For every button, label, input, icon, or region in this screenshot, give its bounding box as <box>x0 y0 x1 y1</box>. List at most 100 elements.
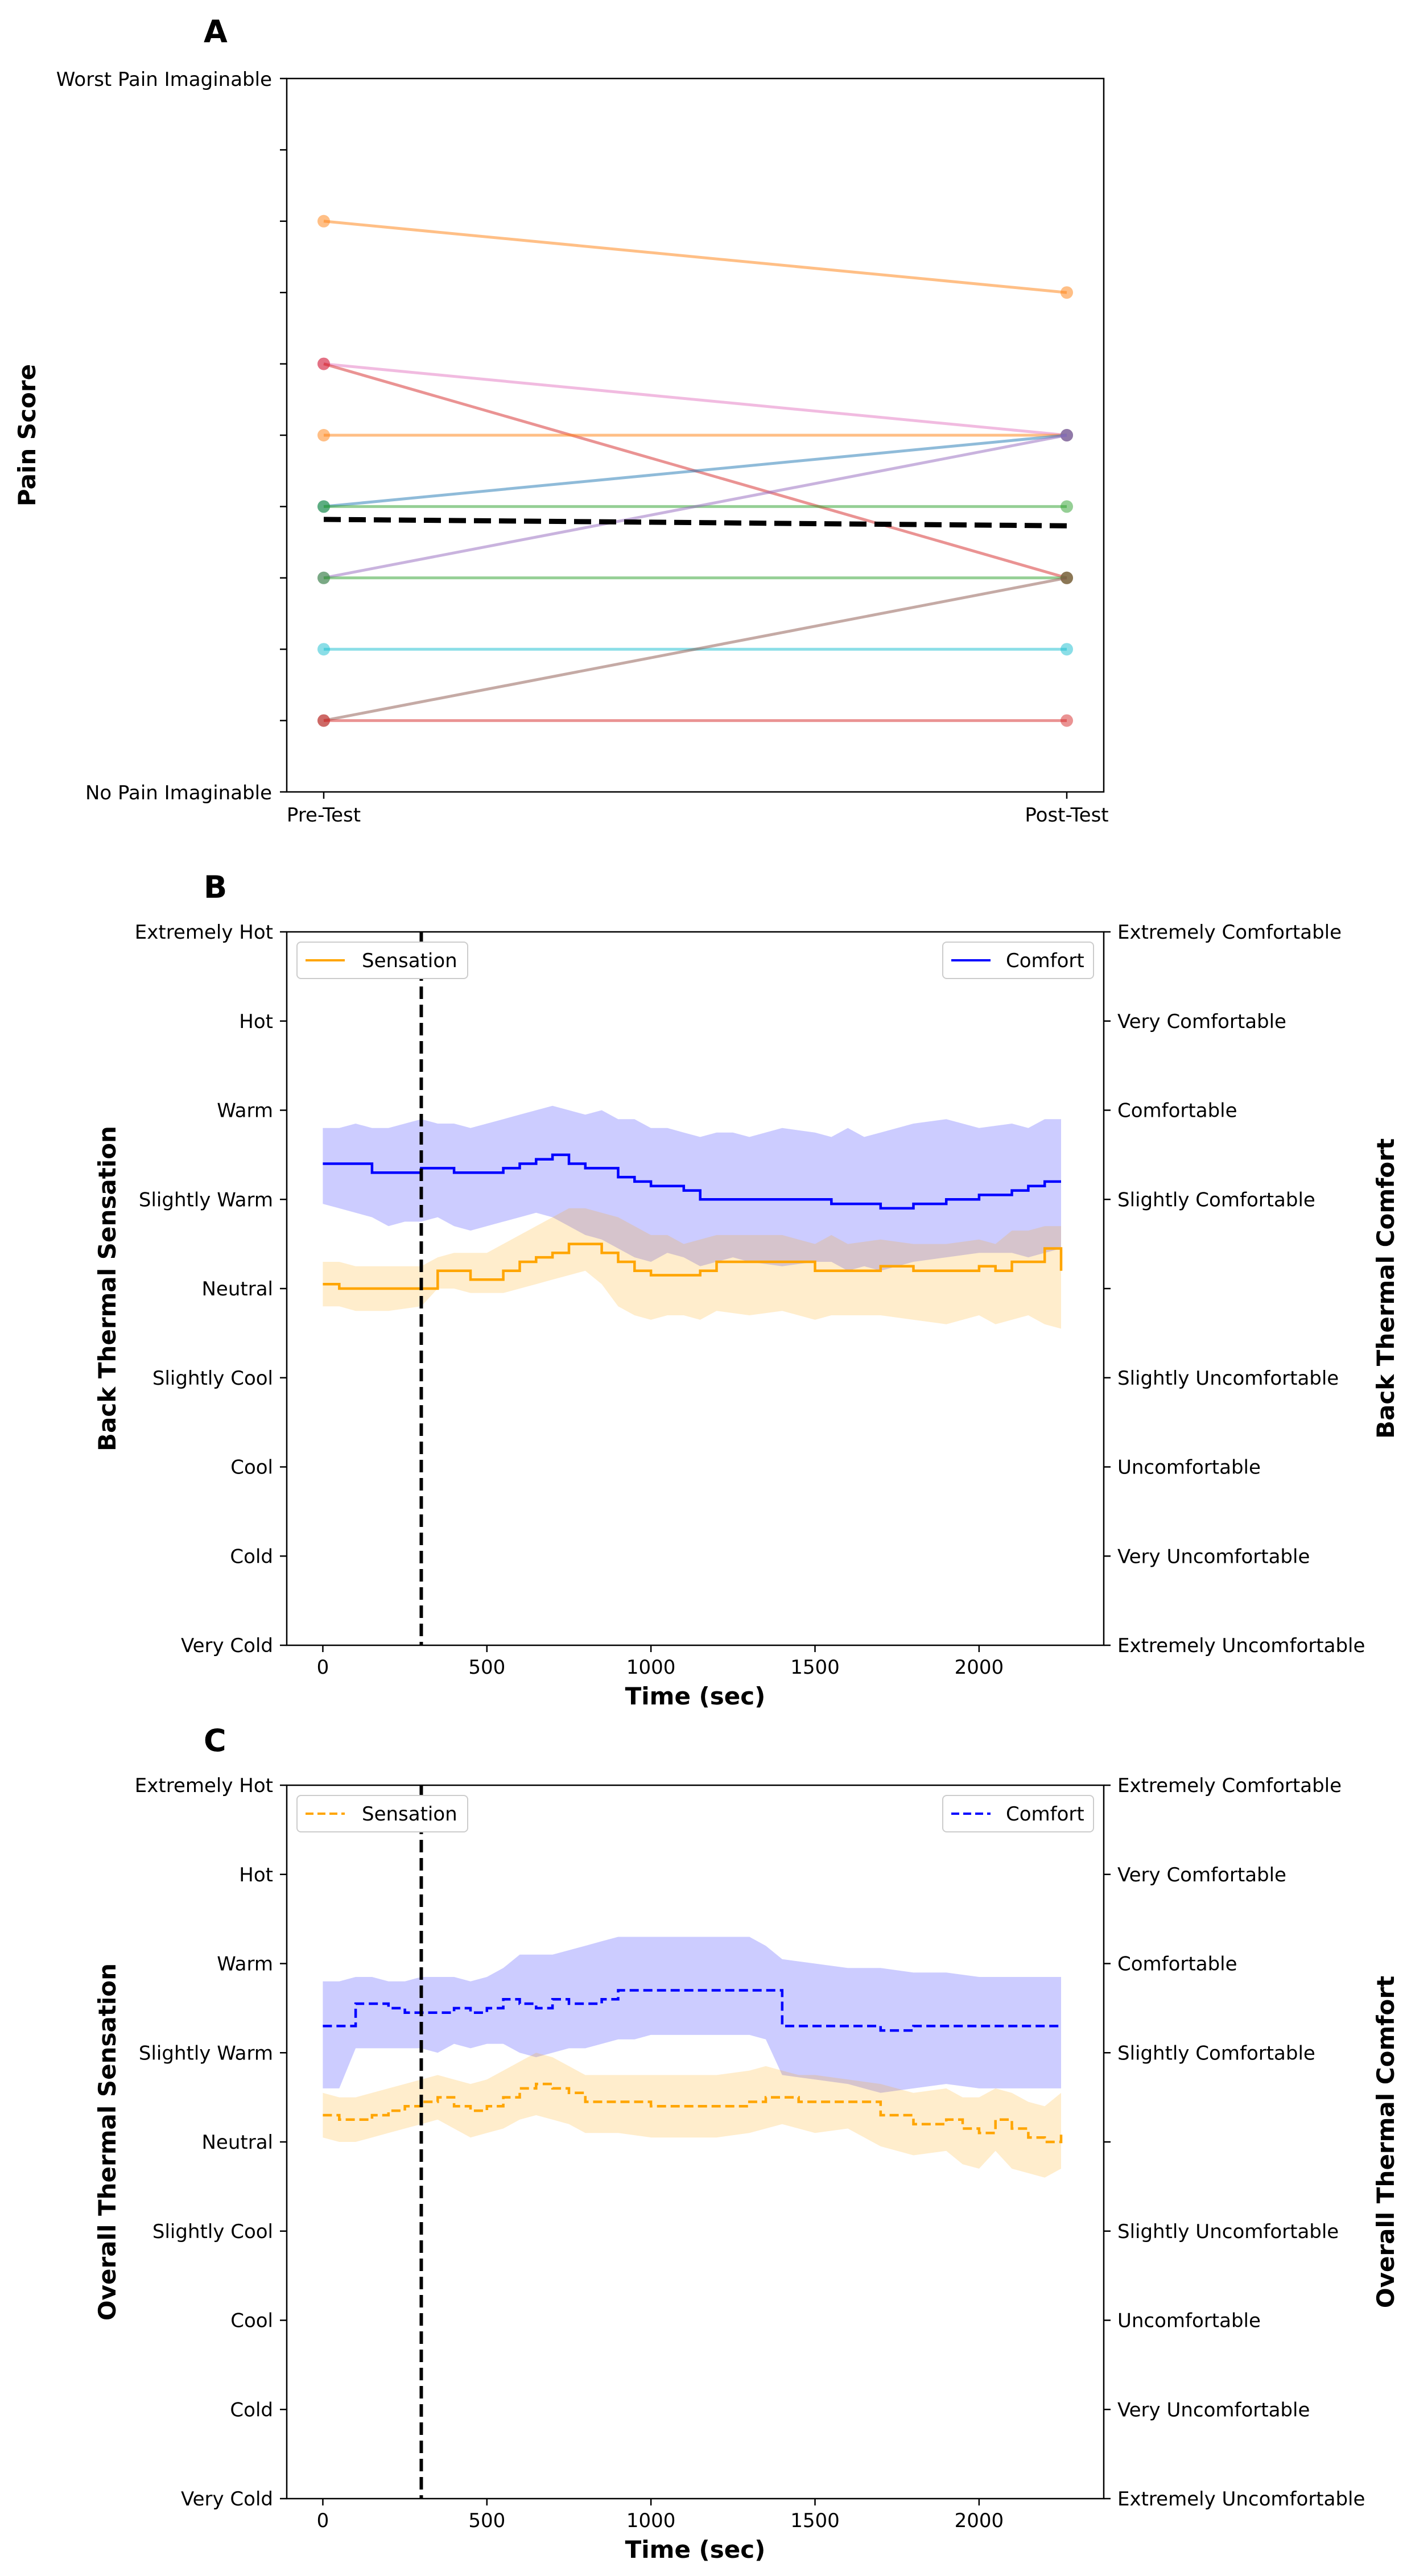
confidence-bands <box>323 1937 1061 2178</box>
mean-lines <box>323 932 1063 1645</box>
x-tick-label-500: 500 <box>468 2509 505 2532</box>
legend-box <box>942 1795 1094 1832</box>
legend-box <box>296 1795 468 1832</box>
y-tick-label-right-3: Slightly Uncomfortable <box>1117 1367 1339 1390</box>
x-tick-label-pre: Pre-Test <box>287 804 361 827</box>
legend-label-sensation: Sensation <box>362 950 457 972</box>
x-tick-label-0: 0 <box>317 2509 329 2532</box>
panel-letter: B <box>204 869 227 905</box>
y-tick-label-right-1: Very Uncomfortable <box>1117 1545 1310 1568</box>
y-axis-title-right: Back Thermal Comfort <box>1372 1138 1400 1439</box>
legend-sensation: Sensation <box>296 942 468 979</box>
y-tick-label-right-2: Uncomfortable <box>1117 2310 1261 2333</box>
y-tick-label-right-2: Uncomfortable <box>1117 1456 1261 1479</box>
legend-comfort: Comfort <box>942 942 1094 979</box>
participant-point-4-pre <box>317 429 330 441</box>
y-tick-label-right-8: Extremely Comfortable <box>1117 1774 1342 1797</box>
participant-point-10-post <box>1061 571 1073 584</box>
y-tick-label-right-1: Very Uncomfortable <box>1117 2399 1310 2421</box>
y-tick-label-right-7: Very Comfortable <box>1117 1010 1286 1033</box>
y-tick-label-left-4: Neutral <box>202 2131 274 2154</box>
legend-box <box>296 942 468 979</box>
comfort-band <box>323 1105 1061 1271</box>
x-tick-label-1500: 1500 <box>790 2509 840 2532</box>
participant-line-1 <box>323 220 1067 294</box>
legend-label-comfort: Comfort <box>1006 950 1084 972</box>
y-tick-label-right-6: Comfortable <box>1117 1100 1237 1122</box>
y-tick-label-left-2: Cool <box>230 2310 273 2333</box>
y-tick-label-bottom: No Pain Imaginable <box>85 782 272 804</box>
participant-line-2 <box>323 362 1067 437</box>
y-tick-label-left-7: Hot <box>239 1864 273 1886</box>
panel-a: A Worst Pain Imaginable No Pain Imaginab… <box>13 14 1109 827</box>
sensation-band <box>323 2053 1061 2178</box>
participant-lines <box>317 214 1073 727</box>
panel-letter: A <box>204 14 228 49</box>
sensation-mean-line <box>323 2082 1063 2144</box>
legend-comfort: Comfort <box>942 1795 1094 1832</box>
mean-line <box>323 517 1067 529</box>
participant-point-7-post <box>1061 429 1073 441</box>
y-tick-label-left-1: Cold <box>230 2399 273 2421</box>
y-tick-label-left-5: Slightly Warm <box>139 1188 273 1211</box>
y-tick-label-right-3: Slightly Uncomfortable <box>1117 2220 1339 2243</box>
axis-ticks: Very Cold Extremely Uncomfortable Cold Very… <box>135 921 1365 1679</box>
y-tick-label-left-3: Slightly Cool <box>152 2220 273 2243</box>
y-axis-title-left: Overall Thermal Sensation <box>93 1963 121 2321</box>
participant-point-9-post <box>1061 643 1073 656</box>
participant-line-7 <box>323 434 1067 580</box>
participant-point-6-pre <box>317 500 330 513</box>
y-tick-label-right-7: Very Comfortable <box>1117 1864 1286 1886</box>
participant-line-5 <box>323 434 1067 508</box>
y-tick-label-top: Worst Pain Imaginable <box>56 68 272 91</box>
y-tick-label-left-2: Cool <box>230 1456 273 1479</box>
legend-label-sensation: Sensation <box>362 1803 457 1826</box>
participant-point-8-pre <box>317 571 330 584</box>
y-tick-label-right-8: Extremely Comfortable <box>1117 921 1342 944</box>
x-tick-label-1000: 1000 <box>626 2509 676 2532</box>
y-tick-label-left-5: Slightly Warm <box>139 2042 273 2065</box>
comfort-band <box>323 1937 1061 2093</box>
legend-sensation: Sensation <box>296 1795 468 1832</box>
y-ticks <box>280 77 1068 799</box>
y-axis-title-left: Back Thermal Sensation <box>93 1126 121 1451</box>
confidence-bands <box>323 1105 1061 1329</box>
x-tick-label-2000: 2000 <box>955 2509 1004 2532</box>
comfort-mean-line <box>323 1989 1061 2032</box>
participant-point-3-pre <box>317 357 330 370</box>
y-tick-label-right-0: Extremely Uncomfortable <box>1117 2488 1365 2511</box>
axis-ticks: Very Cold Extremely Uncomfortable Cold Very… <box>135 1774 1365 2532</box>
x-tick-label-post: Post-Test <box>1025 804 1108 827</box>
x-tick-label-2000: 2000 <box>955 1656 1004 1679</box>
x-tick-label-1500: 1500 <box>790 1656 840 1679</box>
legend-box <box>942 942 1094 979</box>
x-tick-label-1000: 1000 <box>626 1656 676 1679</box>
participant-point-1-pre <box>317 214 330 228</box>
y-axis-title-right: Overall Thermal Comfort <box>1372 1976 1400 2308</box>
y-tick-label-right-5: Slightly Comfortable <box>1117 1188 1315 1211</box>
y-tick-label-left-8: Extremely Hot <box>135 1774 273 1797</box>
participant-point-1-post <box>1061 286 1073 299</box>
participant-point-11-post <box>1061 714 1073 727</box>
y-tick-label-left-0: Very Cold <box>181 2488 273 2511</box>
y-tick-label-right-5: Slightly Comfortable <box>1117 2042 1315 2065</box>
sensation-band <box>323 1208 1061 1329</box>
y-tick-label-left-6: Warm <box>217 1953 273 1976</box>
x-axis-title: Time (sec) <box>625 1682 766 1710</box>
y-tick-label-left-0: Very Cold <box>181 1634 273 1657</box>
participant-point-6-post <box>1061 500 1073 513</box>
legend-label-comfort: Comfort <box>1006 1803 1084 1826</box>
y-tick-label-left-3: Slightly Cool <box>152 1367 273 1390</box>
y-tick-label-left-1: Cold <box>230 1545 273 1568</box>
y-tick-label-left-8: Extremely Hot <box>135 921 273 944</box>
x-tick-label-500: 500 <box>468 1656 505 1679</box>
y-tick-label-left-7: Hot <box>239 1010 273 1033</box>
comfort-mean-line <box>323 1153 1061 1210</box>
y-tick-label-left-6: Warm <box>217 1100 273 1122</box>
y-tick-label-right-0: Extremely Uncomfortable <box>1117 1634 1365 1657</box>
y-tick-label-left-4: Neutral <box>202 1278 274 1301</box>
sensation-mean-line <box>323 1242 1063 1290</box>
